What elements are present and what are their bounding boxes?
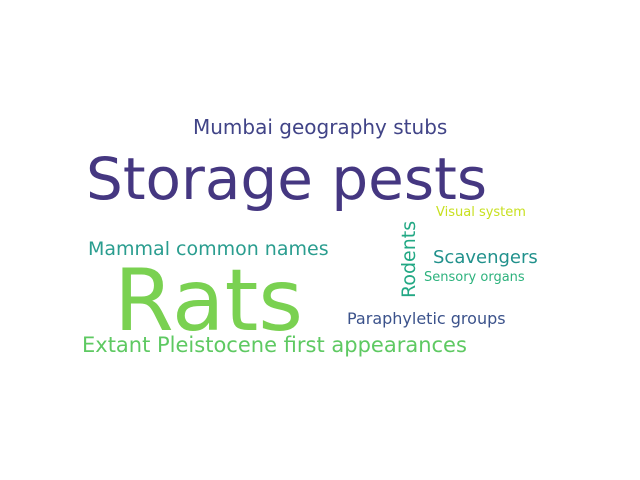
- word-mumbai-geography-stubs: Mumbai geography stubs: [193, 115, 448, 139]
- word-rats: Rats: [114, 251, 304, 351]
- word-sensory-organs: Sensory organs: [424, 270, 525, 285]
- word-mammal-common-names: Mammal common names: [88, 238, 329, 260]
- word-paraphyletic-groups: Paraphyletic groups: [347, 309, 506, 328]
- word-visual-system: Visual system: [436, 205, 526, 220]
- word-storage-pests: Storage pests: [86, 145, 488, 213]
- word-scavengers: Scavengers: [433, 247, 538, 268]
- word-extant-pleistocene-first-appearances: Extant Pleistocene first appearances: [82, 333, 467, 357]
- word-rodents: Rodents: [398, 220, 420, 298]
